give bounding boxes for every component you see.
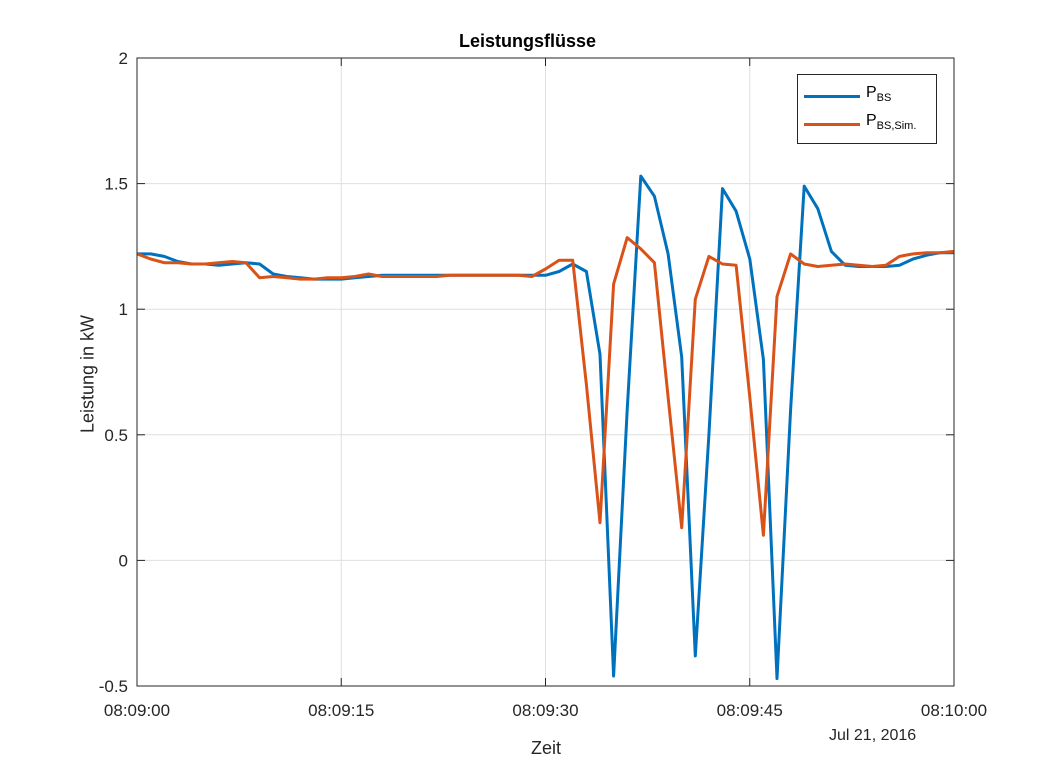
y-tick-label: 1.5 xyxy=(104,175,128,194)
legend-item-pbs: PBS xyxy=(804,84,934,108)
date-label: Jul 21, 2016 xyxy=(829,727,917,744)
x-axis-label: Zeit xyxy=(530,738,562,758)
legend: PBS PBS,Sim. xyxy=(797,74,937,144)
y-axis-label: Leistung in kW xyxy=(77,314,98,434)
x-tick-label: 08:09:30 xyxy=(512,701,578,720)
legend-item-pbs-sim: PBS,Sim. xyxy=(804,112,934,136)
legend-label: PBS,Sim. xyxy=(866,112,917,133)
x-tick-label: 08:10:00 xyxy=(921,701,987,720)
y-tick-label: 0.5 xyxy=(104,426,128,445)
legend-swatch xyxy=(804,95,860,98)
y-tick-label: 1 xyxy=(119,300,128,319)
y-tick-label: 0 xyxy=(119,551,128,570)
x-tick-label: 08:09:45 xyxy=(717,701,783,720)
series-group xyxy=(136,174,955,680)
legend-label: PBS xyxy=(866,84,892,105)
series-line-1 xyxy=(136,236,955,537)
chart-title: Leistungsflüsse xyxy=(458,31,597,51)
x-tick-label: 08:09:00 xyxy=(104,701,170,720)
y-tick-label: 2 xyxy=(119,49,128,68)
x-tick-label: 08:09:15 xyxy=(308,701,374,720)
y-tick-label: -0.5 xyxy=(99,677,128,696)
legend-swatch xyxy=(804,123,860,126)
series-line-0 xyxy=(137,174,954,680)
grid xyxy=(136,57,955,687)
ticks: 08:09:00 08:09:15 08:09:30 08:09:45 08:10:00… xyxy=(99,49,987,720)
